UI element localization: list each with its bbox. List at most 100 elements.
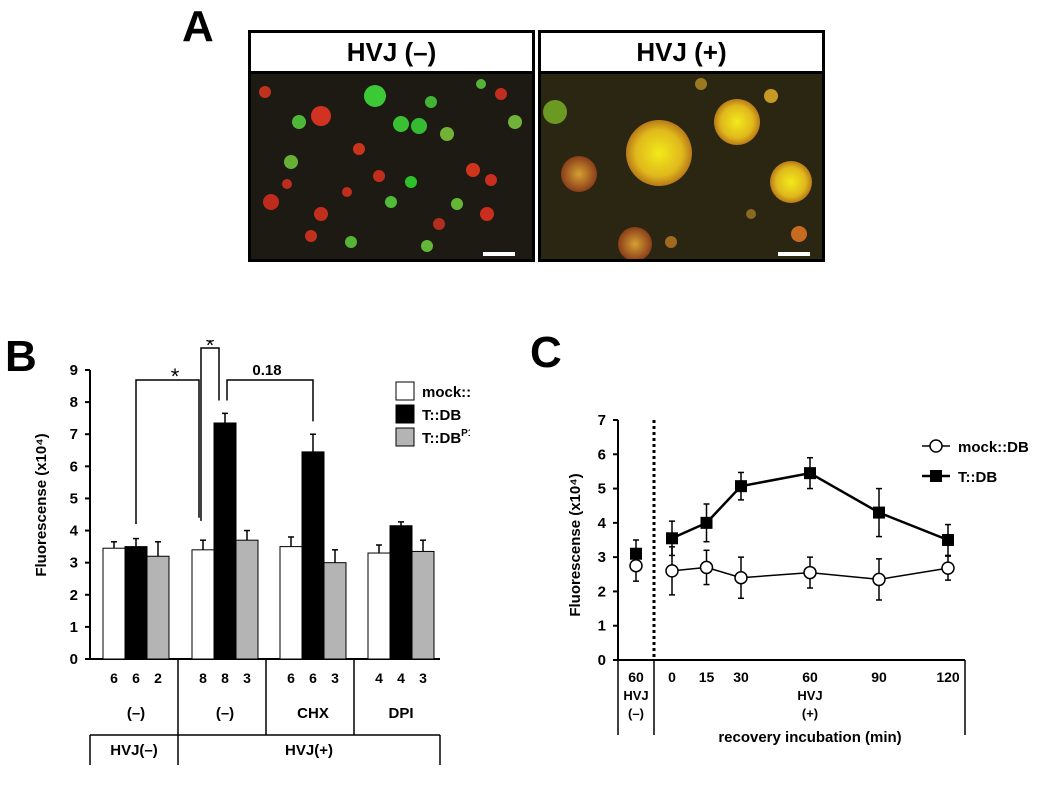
bracket: [200, 347, 220, 521]
condition-label: (+): [802, 706, 818, 721]
point-mock: [941, 561, 955, 575]
cell: [311, 106, 331, 126]
bar: [323, 562, 347, 660]
cell: [665, 236, 677, 248]
panel-label-c: C: [530, 328, 562, 377]
bar: [146, 555, 170, 660]
n-label: 3: [419, 670, 427, 686]
legend-label: mock::DB: [422, 384, 470, 401]
group-label: DPI: [388, 705, 413, 722]
point-tdb: [873, 506, 885, 519]
cell: [259, 86, 271, 98]
y-tick-label: 5: [70, 490, 78, 507]
legend-label: T::DB: [958, 469, 997, 486]
panel-label-b: B: [5, 332, 37, 381]
cell: [345, 236, 357, 248]
bar: [389, 525, 413, 660]
condition-label: HVJ: [797, 688, 822, 703]
cell: [746, 209, 756, 219]
cell: [421, 240, 433, 252]
y-axis-label: Fluorescense (x10⁴): [33, 433, 50, 576]
cell: [342, 187, 352, 197]
cell: [440, 127, 454, 141]
cell: [314, 207, 328, 221]
cell: [476, 79, 486, 89]
cell: [480, 207, 494, 221]
legend-marker-tdb: [930, 470, 942, 482]
y-tick-label: 2: [70, 587, 78, 604]
micrograph-hvj-minus: HVJ (–): [248, 30, 535, 262]
n-label: 6: [309, 670, 317, 686]
group-label: (–): [127, 705, 145, 722]
point-mock: [872, 572, 886, 587]
micrograph-title: HVJ (+): [541, 33, 822, 74]
n-label: 8: [221, 670, 229, 686]
x-tick-label: 120: [936, 669, 960, 685]
group-label: CHX: [297, 705, 329, 722]
n-label: 6: [110, 670, 118, 686]
n-label: 3: [243, 670, 251, 686]
cell: [305, 230, 317, 242]
x-tick-label: 15: [699, 669, 715, 685]
x-tick-label: 90: [871, 669, 887, 685]
cell: [433, 218, 445, 230]
x-tick-label: 60: [628, 669, 644, 685]
legend-label: mock::DB: [958, 439, 1029, 456]
cell: [284, 155, 298, 169]
y-tick-label: 7: [598, 412, 606, 429]
legend-label: T::DB: [422, 407, 461, 424]
x-axis-label: recovery incubation (min): [718, 729, 901, 746]
bar: [102, 547, 126, 660]
y-tick-label: 0: [598, 652, 606, 669]
cell: [353, 143, 365, 155]
condition-label: HVJ: [623, 688, 648, 703]
y-tick-label: 3: [598, 549, 606, 566]
cell: [791, 226, 807, 242]
bracket: [135, 379, 200, 525]
bar: [279, 546, 303, 660]
n-label: 6: [287, 670, 295, 686]
bar: [411, 550, 435, 660]
y-tick-label: 1: [70, 619, 78, 636]
micrograph-title: HVJ (–): [251, 33, 532, 74]
line-chart: Fluorescense (x10⁴) 0 1 2 3 4 5 6 7 mock::DBT::…: [567, 412, 1029, 746]
y-tick-label: 9: [70, 362, 78, 379]
point-tdb: [630, 547, 642, 560]
point-tdb: [666, 532, 678, 545]
scale-bar: [483, 252, 515, 256]
point-tdb: [942, 534, 954, 546]
cell: [263, 194, 279, 210]
micrograph-hvj-plus: HVJ (+): [538, 30, 825, 262]
condition-label: (–): [628, 706, 644, 721]
n-label: 4: [397, 670, 405, 686]
cell: [618, 227, 652, 259]
bar: [367, 552, 391, 660]
bar: [191, 549, 215, 660]
treatment-label: HVJ(+): [285, 742, 333, 759]
micrograph-image: [541, 74, 822, 259]
x-tick-label: 30: [733, 669, 749, 685]
cell: [411, 118, 427, 134]
panel-label-a: A: [182, 2, 214, 51]
y-tick-label: 4: [70, 523, 79, 540]
cell: [714, 99, 760, 145]
cell: [485, 174, 497, 186]
legend-swatch: [395, 427, 415, 447]
bar: [301, 451, 325, 660]
cell: [282, 179, 292, 189]
point-mock: [699, 560, 714, 575]
legend-label: T::DBP1311L: [422, 428, 470, 447]
y-tick-label: 6: [70, 458, 78, 475]
cell: [495, 88, 507, 100]
cell: [364, 85, 386, 107]
y-tick-label: 0: [70, 651, 78, 668]
y-tick-label: 6: [598, 446, 606, 463]
cell: [626, 120, 692, 186]
legend-marker-mock: [929, 439, 943, 453]
y-tick-label: 1: [598, 618, 606, 635]
point-tdb: [700, 516, 713, 529]
significance-label: *: [171, 364, 180, 389]
cell: [385, 196, 397, 208]
cell: [292, 115, 306, 129]
